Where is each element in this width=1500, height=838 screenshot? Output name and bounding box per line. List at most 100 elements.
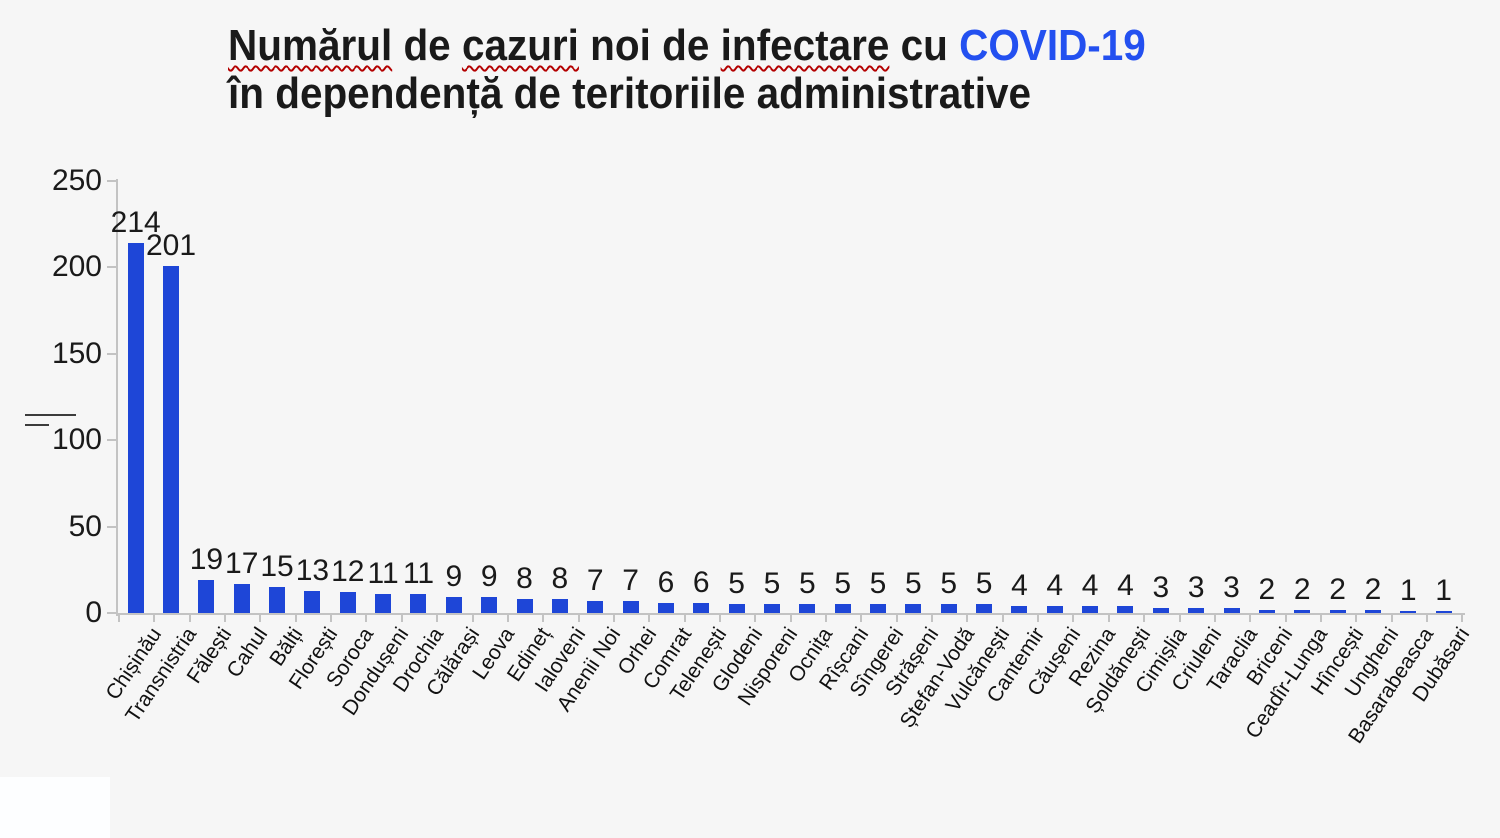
bar-value-label: 3 <box>1187 570 1205 604</box>
bar <box>198 580 215 613</box>
bar-value-label: 4 <box>1081 569 1099 603</box>
title-covid19-text: COVID-19 <box>959 21 1146 70</box>
chart-title: Numărul de cazuri noi de infectare cu CO… <box>228 22 1146 118</box>
bar-value-label: 13 <box>295 553 330 587</box>
title-text-part: cu <box>889 21 960 70</box>
bar <box>233 583 250 613</box>
x-axis-tick <box>966 615 969 622</box>
title-text-part: de <box>392 21 462 70</box>
bar-value-label: 8 <box>516 562 533 596</box>
x-axis-tick <box>365 615 368 622</box>
x-axis-tick <box>1319 615 1322 622</box>
x-axis-tick <box>188 615 191 622</box>
x-axis-tick <box>648 615 651 622</box>
bar <box>1011 606 1028 613</box>
y-axis-label: 50 <box>68 509 102 543</box>
x-axis-tick <box>612 615 615 622</box>
x-axis-tick <box>542 615 545 622</box>
bar-value-label: 11 <box>367 556 399 590</box>
x-axis-tick <box>471 615 474 622</box>
x-axis-tick <box>1390 615 1393 622</box>
bar-value-label: 201 <box>145 228 197 262</box>
bar-value-label: 9 <box>480 560 498 594</box>
bar <box>1082 606 1099 613</box>
bar <box>269 587 286 613</box>
bar-value-label: 1 <box>1435 574 1452 608</box>
bar <box>834 604 851 613</box>
bar <box>481 597 498 613</box>
x-axis-tick <box>224 615 227 622</box>
bar <box>622 600 639 613</box>
bar <box>163 265 180 613</box>
bar-value-label: 2 <box>1329 572 1346 606</box>
bar <box>516 599 533 613</box>
x-axis-tick <box>1284 615 1287 622</box>
x-axis-tick <box>825 615 827 622</box>
x-axis-tick <box>1107 615 1110 622</box>
y-axis-tick <box>107 612 117 614</box>
title-text-part: noi de <box>578 21 721 70</box>
x-axis-tick <box>259 615 262 622</box>
x-axis-tick <box>1213 615 1216 622</box>
bar-value-label: 1 <box>1399 574 1417 608</box>
bar-value-label: 5 <box>940 567 958 601</box>
bar-value-label: 17 <box>225 546 259 580</box>
x-axis-tick <box>1425 615 1428 622</box>
bar <box>127 243 144 613</box>
bar <box>1364 609 1381 613</box>
x-axis-tick <box>1037 615 1040 622</box>
bar-value-label: 2 <box>1258 572 1276 606</box>
x-axis-tick <box>1178 615 1181 622</box>
bar-value-label: 5 <box>728 567 745 601</box>
x-axis-tick <box>1001 615 1004 622</box>
bar <box>976 604 993 613</box>
bar <box>551 599 568 613</box>
bar <box>657 602 674 613</box>
x-axis-tick <box>1143 615 1146 622</box>
x-axis-tick <box>294 615 297 622</box>
x-axis-tick <box>860 615 863 622</box>
bar <box>1188 607 1205 613</box>
bar <box>304 590 321 613</box>
bar-value-label: 214 <box>110 206 161 240</box>
bottom-left-white-box <box>0 777 110 838</box>
bar-value-label: 5 <box>798 567 816 601</box>
y-axis-label: 200 <box>51 250 102 284</box>
bar-value-label: 5 <box>763 567 781 601</box>
bar-value-label: 11 <box>402 556 435 590</box>
stray-double-line-bottom <box>25 424 49 426</box>
bar-value-label: 8 <box>551 562 569 596</box>
x-axis-tick <box>754 615 757 622</box>
x-axis-tick <box>118 615 120 622</box>
bar-value-label: 6 <box>692 565 710 599</box>
bar <box>728 604 745 613</box>
bar <box>799 604 816 613</box>
bar <box>940 604 957 613</box>
title-text-part: Numărul <box>228 21 393 70</box>
bar-value-label: 12 <box>331 555 365 589</box>
x-axis-tick <box>789 615 792 622</box>
bar-value-label: 5 <box>975 567 993 601</box>
bar <box>905 604 922 613</box>
bar <box>410 593 427 613</box>
title-line1: Numărul de cazuri noi de infectare cu CO… <box>228 22 1146 70</box>
bar <box>870 604 887 613</box>
y-axis-label: 150 <box>51 336 102 370</box>
x-axis-tick <box>718 615 721 622</box>
bar <box>1329 609 1346 613</box>
title-line2: în dependență de teritoriile administrat… <box>228 69 1032 118</box>
bar-value-label: 19 <box>189 543 224 577</box>
bar <box>1294 609 1311 613</box>
x-axis-tick <box>1461 615 1464 622</box>
bar <box>1152 607 1169 613</box>
y-axis-tick <box>107 180 117 182</box>
bar-value-label: 5 <box>834 567 852 601</box>
stray-double-line-top <box>25 414 76 416</box>
bar-value-label: 15 <box>260 550 294 584</box>
x-axis-tick <box>330 615 333 622</box>
bar-value-label: 7 <box>622 563 639 597</box>
bar-value-label: 4 <box>1046 569 1064 603</box>
bar-value-label: 5 <box>869 567 887 601</box>
x-axis-tick <box>1249 615 1252 622</box>
